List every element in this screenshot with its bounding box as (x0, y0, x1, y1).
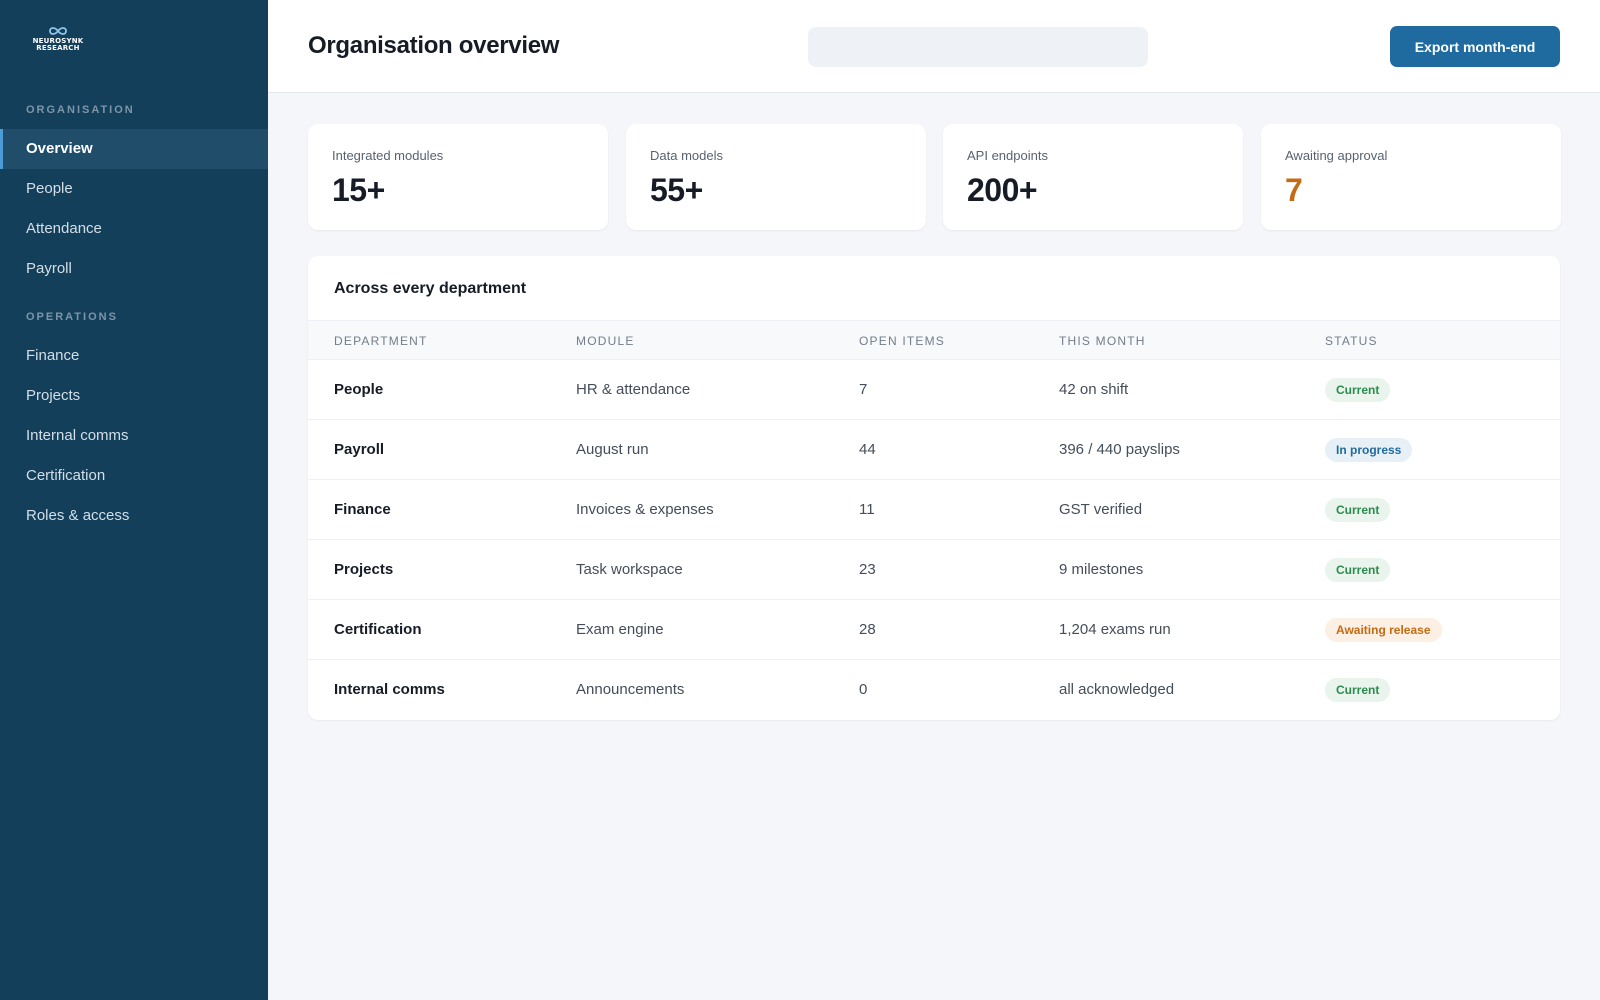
stat-value: 200+ (967, 172, 1038, 208)
cell-module: HR & attendance (576, 381, 691, 398)
column-header-status: Status (1325, 334, 1378, 348)
status-badge: Current (1325, 378, 1391, 402)
table-row[interactable]: Finance Invoices & expenses 11 GST verif… (308, 480, 1560, 540)
cell-this-month: GST verified (1059, 501, 1143, 518)
table-row[interactable]: People HR & attendance 7 42 on shift Cur… (308, 360, 1560, 420)
table-header: Department Module Open items This month … (308, 320, 1560, 360)
column-header-module: Module (576, 334, 635, 348)
status-badge: In progress (1325, 438, 1413, 462)
column-header-this-month: This month (1059, 334, 1146, 348)
stat-card-api-endpoints: API endpoints 200+ (943, 124, 1243, 230)
brand-line-1: NEUROSYNK (32, 37, 84, 45)
sidebar-item-roles-access[interactable]: Roles & access (26, 507, 130, 524)
column-header-department: Department (334, 334, 428, 348)
cell-this-month: 396 / 440 payslips (1059, 441, 1180, 458)
cell-open-items: 28 (859, 621, 876, 638)
cell-department: People (334, 381, 384, 398)
sidebar-item-finance[interactable]: Finance (26, 347, 80, 364)
cell-open-items: 11 (859, 501, 875, 518)
stat-value: 7 (1285, 172, 1303, 208)
cell-open-items: 0 (859, 681, 868, 698)
nav-section-organisation: ORGANISATION (26, 104, 135, 116)
stat-label: API endpoints (967, 148, 1048, 163)
cell-this-month: all acknowledged (1059, 681, 1175, 698)
brand-line-2: RESEARCH (36, 44, 80, 52)
stat-value: 15+ (332, 172, 385, 208)
sidebar-item-internal-comms[interactable]: Internal comms (26, 427, 129, 444)
table-row[interactable]: Certification Exam engine 28 1,204 exams… (308, 600, 1560, 660)
export-month-end-button[interactable]: Export month-end (1390, 26, 1560, 67)
stat-value: 55+ (650, 172, 703, 208)
cell-this-month: 9 milestones (1059, 561, 1144, 578)
status-badge: Current (1325, 498, 1391, 522)
sidebar-item-people[interactable]: People (26, 180, 73, 197)
cell-department: Finance (334, 501, 391, 518)
sidebar: NEUROSYNK RESEARCH ORGANISATION Overview… (0, 0, 268, 1000)
cell-open-items: 23 (859, 561, 876, 578)
cell-module: Invoices & expenses (576, 501, 714, 518)
cell-this-month: 42 on shift (1059, 381, 1129, 398)
cell-module: August run (576, 441, 649, 458)
stat-card-data-models: Data models 55+ (626, 124, 926, 230)
cell-department: Payroll (334, 441, 385, 458)
cell-module: Exam engine (576, 621, 664, 638)
sidebar-item-attendance[interactable]: Attendance (26, 220, 102, 237)
cell-module: Announcements (576, 681, 685, 698)
cell-department: Certification (334, 621, 422, 638)
panel-title: Across every department (334, 280, 527, 297)
status-badge: Awaiting release (1325, 618, 1442, 642)
sidebar-item-certification[interactable]: Certification (26, 467, 106, 484)
brand-logo[interactable]: NEUROSYNK RESEARCH (26, 26, 90, 54)
nav-section-operations: OPERATIONS (26, 311, 118, 323)
infinity-logo-icon (49, 27, 67, 35)
stat-label: Integrated modules (332, 148, 444, 163)
cell-open-items: 7 (859, 381, 868, 398)
cell-department: Projects (334, 561, 394, 578)
stat-label: Data models (650, 148, 723, 163)
stat-label: Awaiting approval (1285, 148, 1388, 163)
column-header-open-items: Open items (859, 334, 946, 348)
cell-department: Internal comms (334, 681, 445, 698)
stat-card-awaiting-approval: Awaiting approval 7 (1261, 124, 1561, 230)
sidebar-item-payroll[interactable]: Payroll (26, 260, 72, 277)
status-badge: Current (1325, 558, 1391, 582)
table-row[interactable]: Payroll August run 44 396 / 440 payslips… (308, 420, 1560, 480)
sidebar-item-projects[interactable]: Projects (26, 387, 81, 404)
cell-this-month: 1,204 exams run (1059, 621, 1171, 638)
cell-open-items: 44 (859, 441, 876, 458)
table-row[interactable]: Projects Task workspace 23 9 milestones … (308, 540, 1560, 600)
top-header: Organisation overview Export month-end (268, 0, 1600, 93)
cell-module: Task workspace (576, 561, 683, 578)
sidebar-item-overview[interactable]: Overview (0, 129, 268, 169)
table-row[interactable]: Internal comms Announcements 0 all ackno… (308, 660, 1560, 720)
page-title: Organisation overview (308, 32, 560, 59)
department-table-panel: Across every department Department Modul… (308, 256, 1560, 720)
stat-card-integrated-modules: Integrated modules 15+ (308, 124, 608, 230)
search-input[interactable] (808, 27, 1148, 67)
status-badge: Current (1325, 678, 1391, 702)
